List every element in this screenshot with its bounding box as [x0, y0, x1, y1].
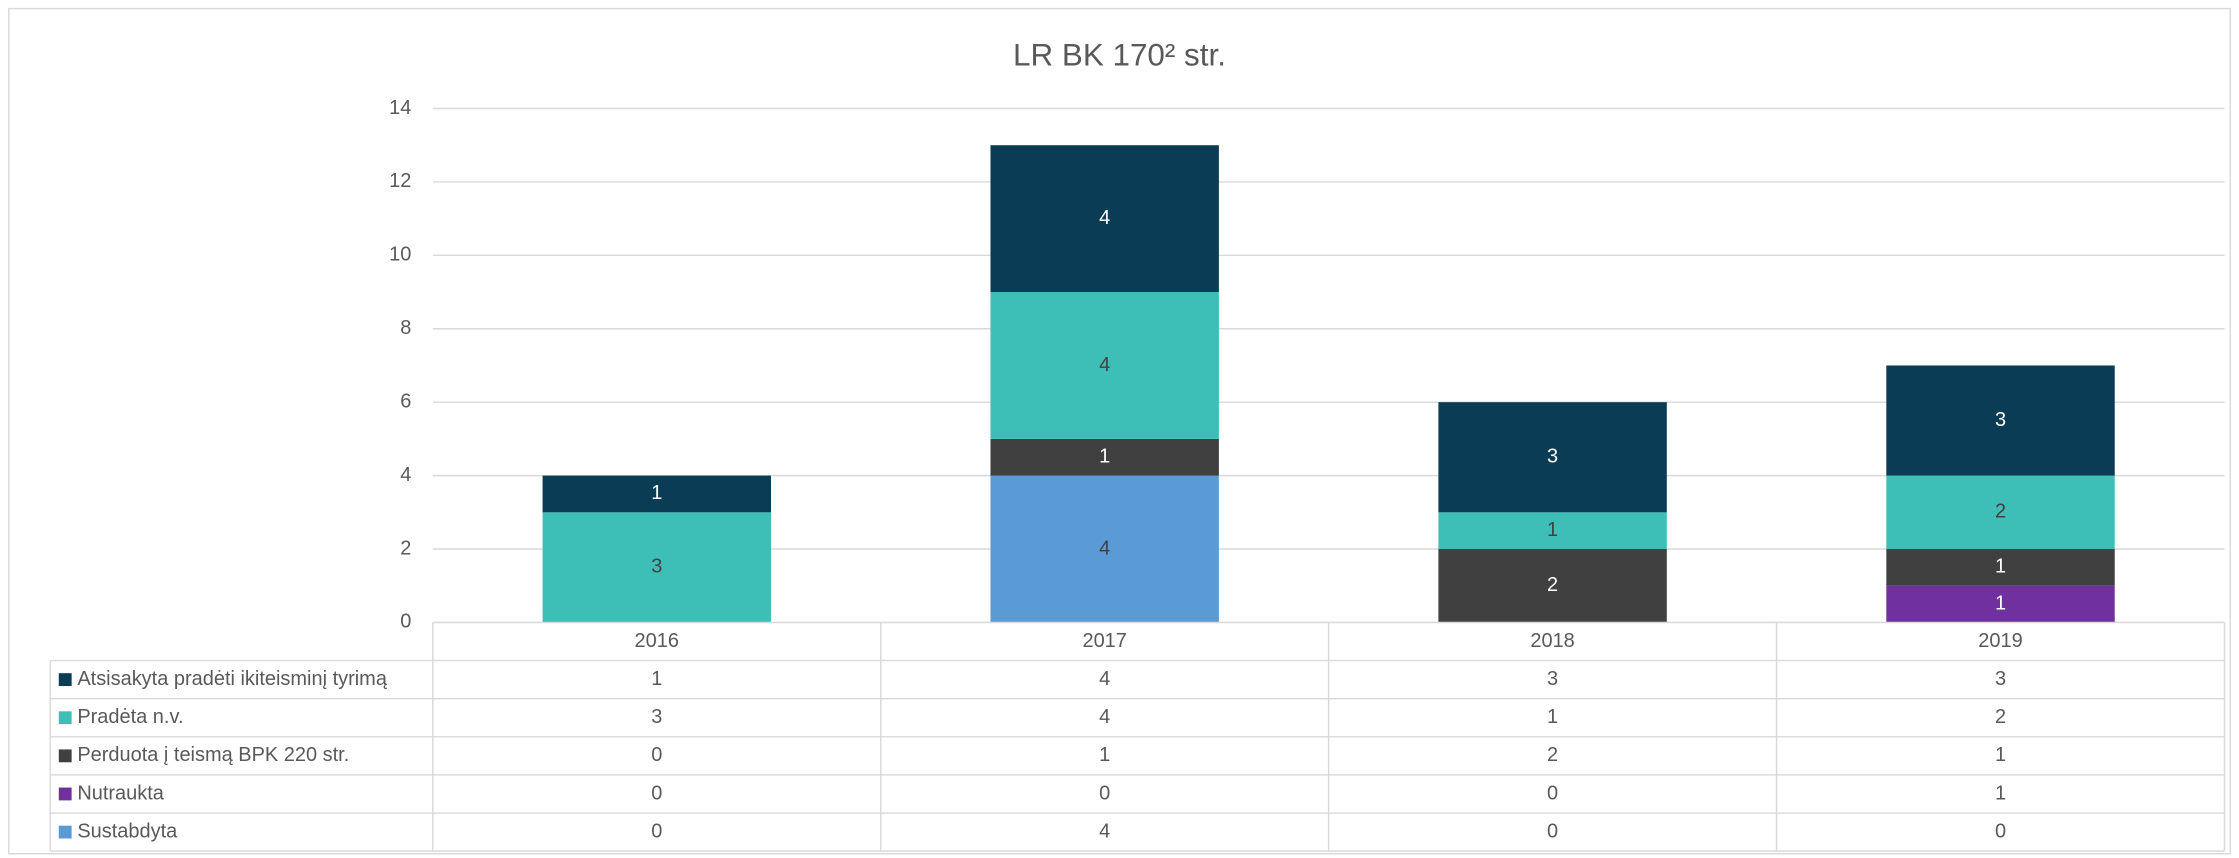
bar-segment [990, 475, 1219, 623]
bar-segment [1886, 475, 2115, 550]
y-tick-label: 2 [400, 537, 411, 559]
y-tick-label: 12 [389, 170, 411, 192]
x-tick-label: 2019 [1978, 630, 2022, 652]
data-label: 2 [1995, 501, 2006, 523]
y-tick-label: 8 [400, 317, 411, 339]
table-cell: 3 [651, 706, 662, 728]
bar-segment [1886, 585, 2115, 623]
bar-segment [990, 145, 1219, 293]
table-cell: 3 [1547, 668, 1558, 690]
data-label: 4 [1099, 537, 1110, 559]
bar-segment [542, 475, 771, 513]
bar-segment [1438, 402, 1667, 513]
legend-label: Nutraukta [77, 782, 164, 804]
data-label: 3 [651, 556, 662, 578]
bar-segment [1886, 549, 2115, 586]
table-cell: 2 [1995, 706, 2006, 728]
y-tick-label: 4 [400, 464, 411, 486]
data-label: 2 [1547, 574, 1558, 596]
table-cell: 0 [1547, 782, 1558, 804]
y-tick-label: 0 [400, 611, 411, 633]
x-tick-label: 2018 [1530, 630, 1574, 652]
legend-label: Atsisakyta pradėti ikiteisminį tyrimą [77, 668, 387, 690]
table-cell: 1 [1995, 782, 2006, 804]
data-label: 3 [1995, 409, 2006, 431]
table-cell: 0 [651, 782, 662, 804]
data-label: 4 [1099, 207, 1110, 229]
table-cell: 0 [1099, 782, 1110, 804]
table-cell: 4 [1099, 820, 1110, 842]
data-label: 3 [1547, 446, 1558, 468]
table-cell: 0 [651, 744, 662, 766]
data-label: 1 [1995, 556, 2006, 578]
legend-label: Perduota į teismą BPK 220 str. [77, 744, 349, 766]
legend-swatch [58, 749, 72, 763]
table-cell: 4 [1099, 668, 1110, 690]
table-cell: 0 [1995, 820, 2006, 842]
data-label: 1 [1995, 592, 2006, 614]
table-cell: 3 [1995, 668, 2006, 690]
chart-title: LR BK 170² str. [1013, 37, 1226, 72]
bar-segment [542, 512, 771, 623]
bar-segment [990, 292, 1219, 439]
data-label: 1 [1099, 446, 1110, 468]
y-tick-label: 14 [389, 97, 411, 119]
y-tick-label: 6 [400, 390, 411, 412]
table-cell: 1 [1099, 744, 1110, 766]
table-cell: 1 [651, 668, 662, 690]
data-label: 1 [1547, 519, 1558, 541]
data-label: 1 [651, 482, 662, 504]
x-tick-label: 2016 [635, 630, 679, 652]
legend-swatch [58, 787, 72, 801]
table-cell: 0 [651, 820, 662, 842]
legend-label: Sustabdyta [77, 820, 178, 842]
table-cell: 1 [1995, 744, 2006, 766]
legend-label: Pradėta n.v. [77, 706, 183, 728]
table-cell: 1 [1547, 706, 1558, 728]
legend-swatch [58, 825, 72, 839]
bar-segment [1886, 365, 2115, 476]
legend-swatch [58, 711, 72, 725]
bar-segment [1438, 549, 1667, 623]
legend-swatch [58, 673, 72, 687]
bar-segment [1438, 512, 1667, 550]
table-cell: 4 [1099, 706, 1110, 728]
table-cell: 0 [1547, 820, 1558, 842]
x-tick-label: 2017 [1082, 630, 1126, 652]
data-label: 4 [1099, 354, 1110, 376]
table-cell: 2 [1547, 744, 1558, 766]
bar-segment [990, 438, 1219, 476]
y-tick-label: 10 [389, 244, 411, 266]
